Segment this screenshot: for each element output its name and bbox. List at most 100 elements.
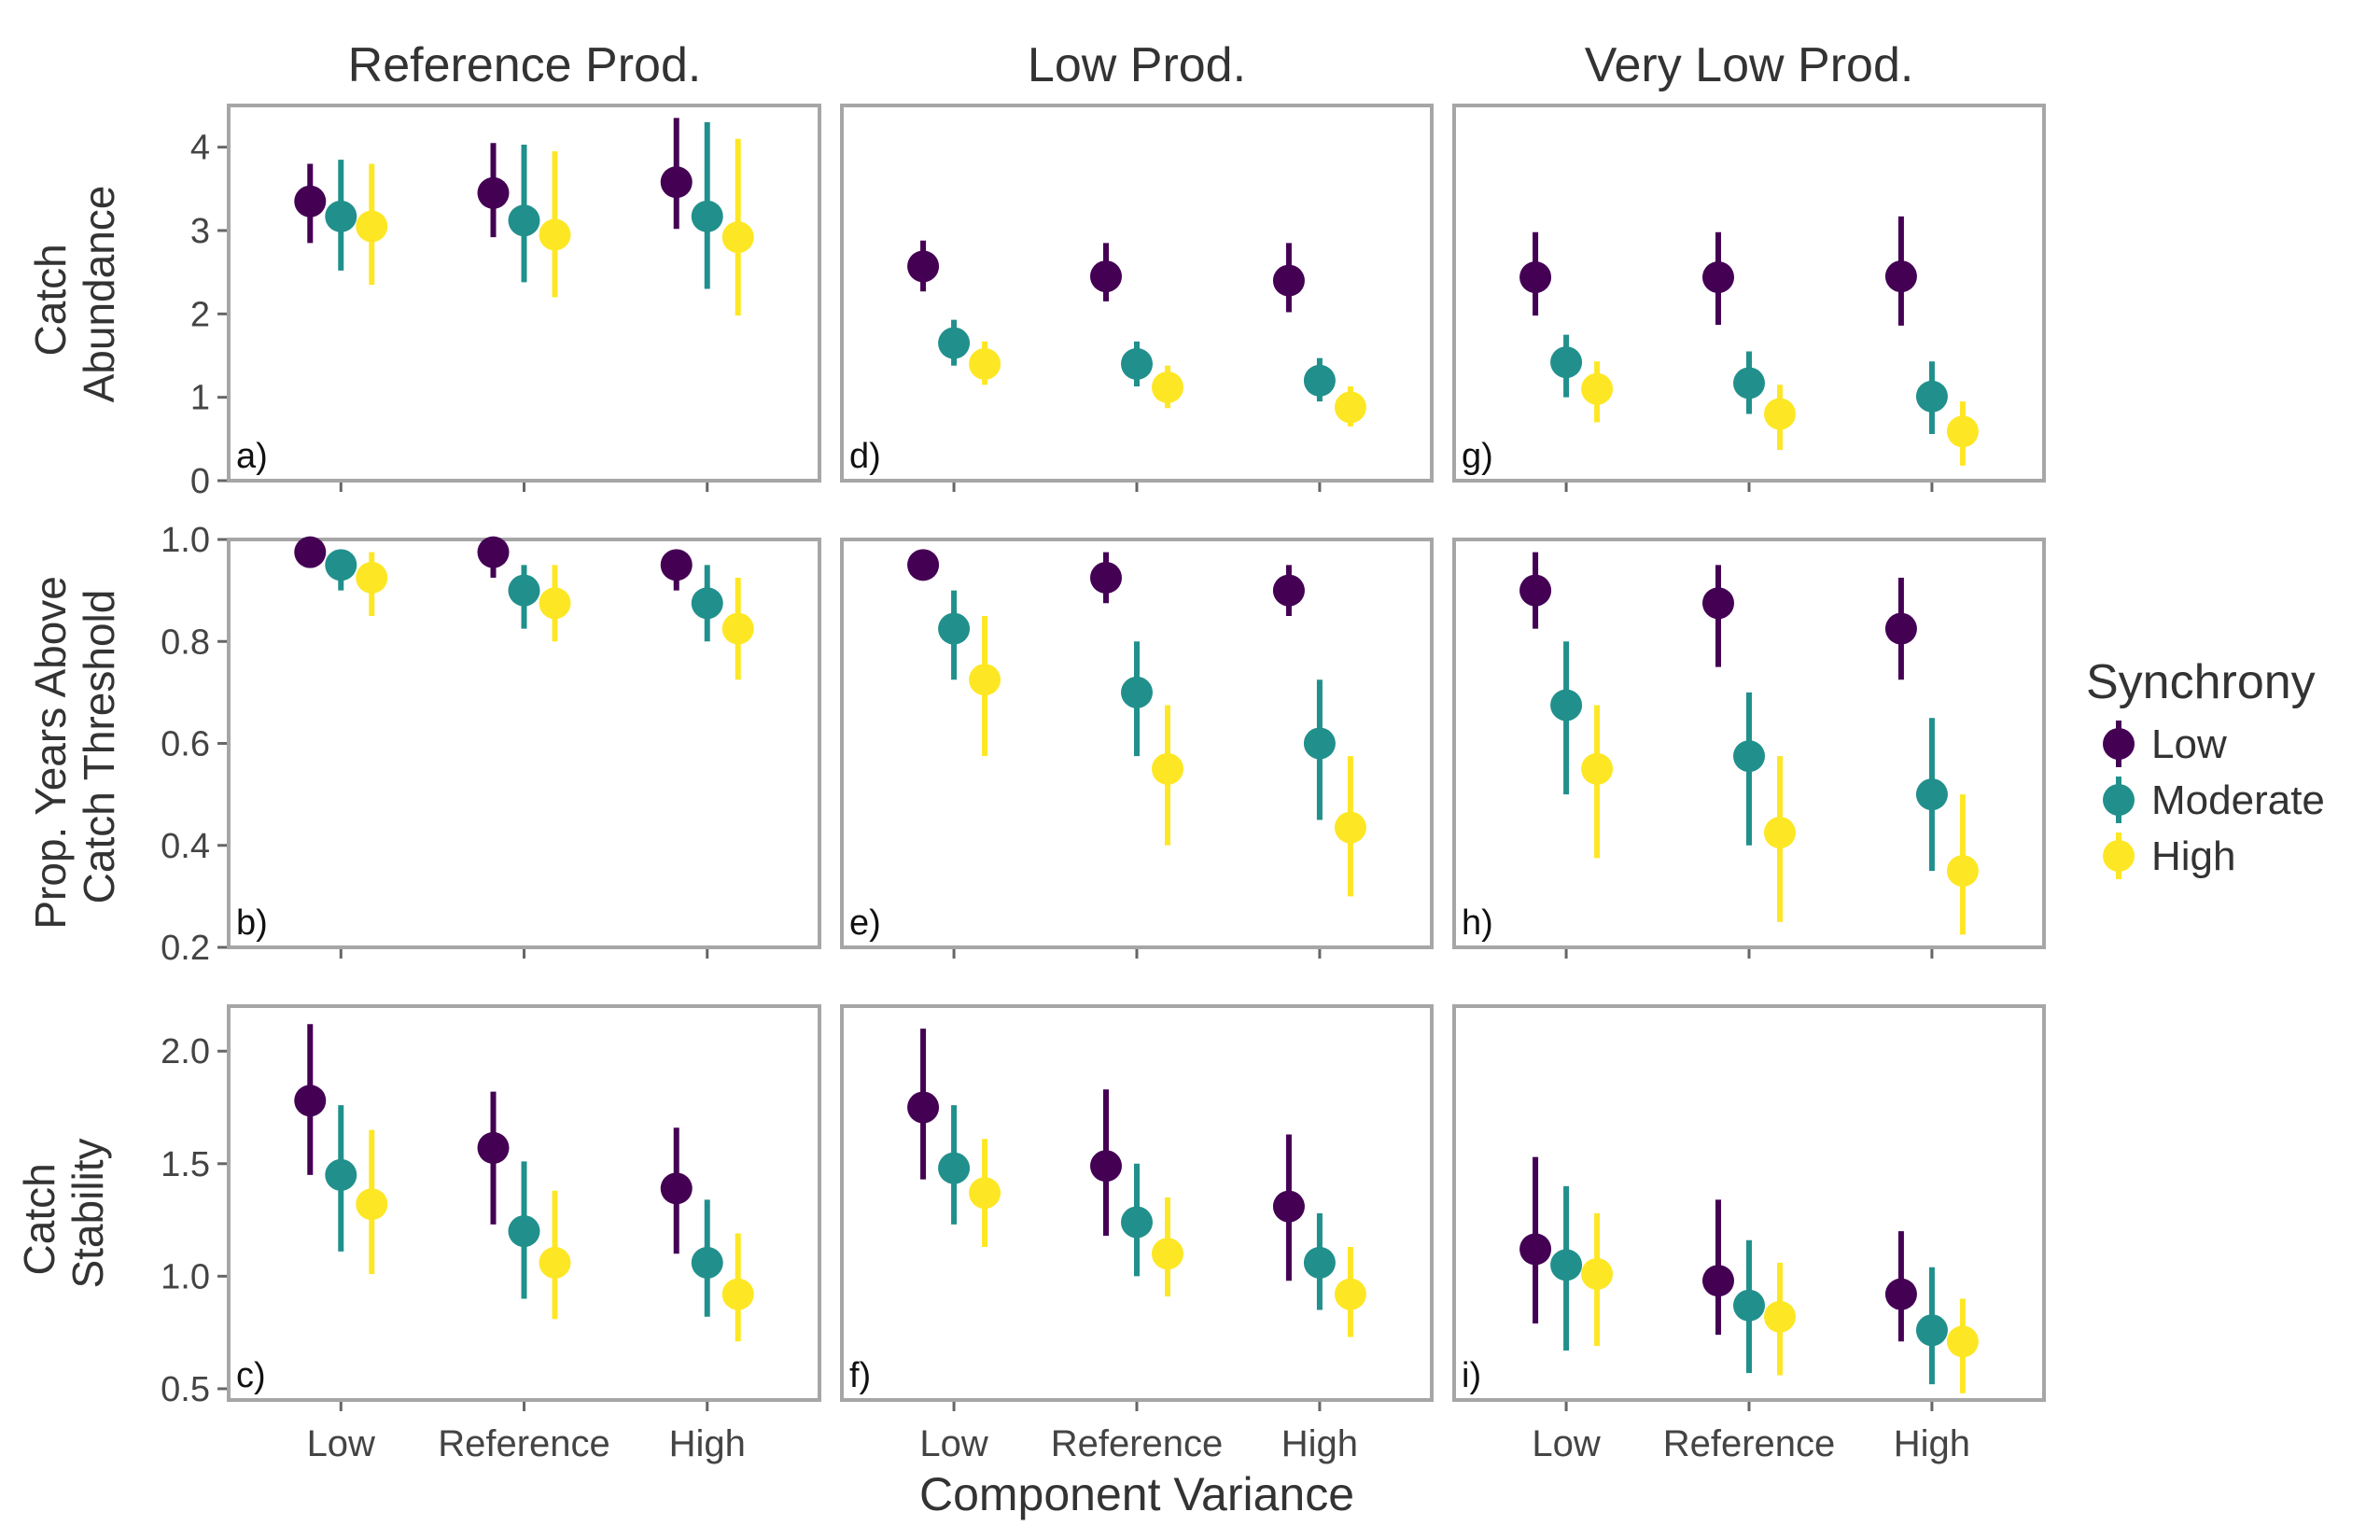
panel-g: g) — [1452, 104, 2046, 492]
point-moderate-low — [325, 549, 357, 581]
panel-c: 0.5 1.0 1.5 2.0 Low Reference High c) — [161, 1004, 821, 1464]
point-high-high — [1946, 415, 1979, 448]
panel-b: 0.2 0.4 0.6 0.8 1.0 b) — [161, 521, 821, 968]
y-tick-label: 2 — [190, 295, 210, 334]
point-low-reference — [1090, 561, 1122, 594]
point-low-reference — [477, 1131, 510, 1164]
panel-tag: h) — [1462, 903, 1493, 943]
panel-h: h) — [1452, 538, 2046, 959]
point-moderate-high — [691, 1246, 723, 1279]
point-moderate-low — [325, 1158, 357, 1191]
x-tick-label-high: High — [1281, 1423, 1358, 1464]
row-label-prop-years: Prop. Years Above Catch Threshold — [26, 564, 123, 929]
point-moderate-high — [1303, 727, 1336, 760]
point-moderate-reference — [1121, 1206, 1153, 1239]
panel-e: e) — [840, 538, 1434, 959]
row-label-catch-stability: Catch Stability — [15, 1138, 112, 1288]
point-moderate-high — [1915, 380, 1948, 413]
row-label-catch-stability-line2: Stability — [63, 1138, 112, 1288]
point-low-high — [660, 1172, 693, 1205]
point-low-reference — [1702, 261, 1734, 294]
point-high-low — [1581, 752, 1614, 785]
point-high-reference — [1764, 1300, 1796, 1333]
point-high-reference — [1152, 752, 1183, 785]
y-tick-label: 1.5 — [161, 1145, 210, 1184]
point-low-low — [907, 250, 940, 283]
x-tick-label-reference: Reference — [438, 1423, 610, 1464]
x-tick-label-low: Low — [919, 1423, 987, 1464]
panel-border — [840, 104, 1434, 483]
panel-i: Low Reference High i) — [1452, 1004, 2046, 1464]
point-high-low — [1581, 1257, 1614, 1290]
legend: Synchrony Low Moderate High — [2086, 655, 2325, 879]
point-moderate-reference — [1733, 740, 1765, 773]
point-low-low — [1519, 574, 1552, 607]
point-low-low — [907, 1091, 940, 1124]
point-high-high — [1334, 1278, 1366, 1310]
point-moderate-high — [691, 587, 723, 620]
point-moderate-high — [1915, 1314, 1948, 1347]
point-moderate-high — [1303, 364, 1336, 397]
point-moderate-high — [691, 200, 723, 232]
point-moderate-low — [325, 200, 357, 232]
x-tick-label-reference: Reference — [1051, 1423, 1224, 1464]
point-low-reference — [477, 176, 510, 209]
panel-tag: g) — [1462, 437, 1493, 476]
y-tick-label: 0 — [190, 462, 210, 501]
point-high-low — [1581, 372, 1614, 405]
point-high-low — [969, 347, 1001, 380]
point-high-high — [721, 1278, 754, 1310]
point-low-high — [660, 166, 693, 199]
point-high-high — [721, 612, 754, 645]
point-moderate-reference — [1121, 347, 1153, 380]
row-label-prop-years-line2: Catch Threshold — [75, 590, 123, 904]
legend-label-low: Low — [2151, 721, 2227, 767]
row-label-catch-abundance-line1: Catch — [26, 244, 75, 356]
point-high-reference — [539, 1246, 571, 1279]
panel-tag: c) — [236, 1356, 266, 1395]
y-tick-label: 0.5 — [161, 1370, 210, 1409]
point-moderate-low — [938, 1152, 971, 1184]
column-title-low-prod: Low Prod. — [1028, 38, 1246, 92]
y-tick-label: 4 — [190, 129, 210, 168]
point-high-reference — [539, 218, 571, 251]
legend-title: Synchrony — [2086, 655, 2316, 709]
legend-item-high: High — [2103, 833, 2236, 879]
point-moderate-low — [1550, 1249, 1583, 1281]
point-moderate-low — [938, 612, 971, 645]
point-high-low — [969, 1177, 1001, 1210]
panel-tag: f) — [849, 1356, 871, 1395]
point-moderate-reference — [1733, 1289, 1765, 1322]
point-high-low — [969, 664, 1001, 696]
legend-key-point — [2103, 728, 2135, 760]
point-low-low — [294, 536, 327, 568]
y-tick-label: 0.6 — [161, 725, 210, 764]
point-moderate-reference — [1121, 676, 1153, 708]
point-low-low — [1519, 261, 1552, 294]
row-label-prop-years-line1: Prop. Years Above — [26, 576, 75, 930]
point-high-high — [721, 221, 754, 254]
row-labels: Catch Abundance Prop. Years Above Catch … — [15, 186, 123, 1289]
point-moderate-reference — [1733, 367, 1765, 399]
point-moderate-reference — [508, 574, 540, 607]
point-high-high — [1334, 391, 1366, 424]
x-tick-label-low: Low — [307, 1423, 375, 1464]
panel-border — [1452, 104, 2046, 483]
point-low-high — [1272, 264, 1305, 297]
point-high-high — [1334, 811, 1366, 844]
legend-item-low: Low — [2103, 721, 2227, 767]
point-low-reference — [1702, 587, 1734, 620]
legend-label-moderate: Moderate — [2151, 777, 2325, 823]
point-low-reference — [1090, 1150, 1122, 1183]
x-tick-label-high: High — [1894, 1423, 1970, 1464]
point-high-low — [356, 561, 388, 594]
point-low-reference — [477, 536, 510, 568]
point-high-reference — [1152, 1238, 1183, 1270]
point-low-low — [294, 185, 327, 217]
column-titles: Reference Prod. Low Prod. Very Low Prod. — [348, 38, 1914, 92]
legend-key-point — [2103, 840, 2135, 872]
column-title-reference-prod: Reference Prod. — [348, 38, 702, 92]
y-tick-label: 2.0 — [161, 1032, 210, 1071]
point-moderate-low — [1550, 346, 1583, 379]
point-high-high — [1946, 855, 1979, 888]
